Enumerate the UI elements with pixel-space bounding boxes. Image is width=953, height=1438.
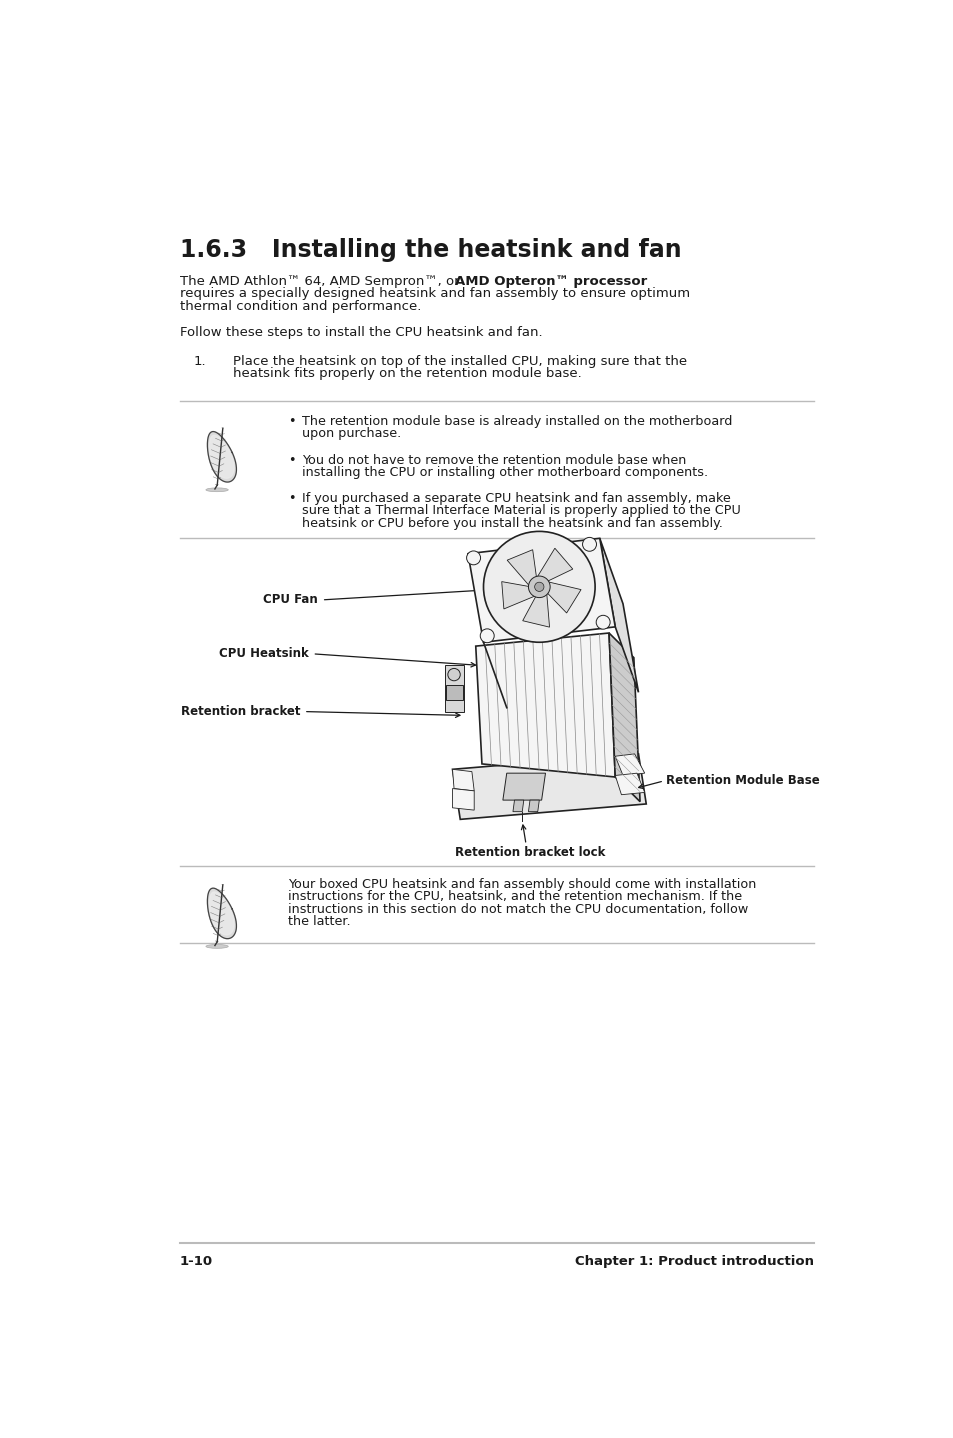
Circle shape bbox=[596, 615, 610, 630]
Circle shape bbox=[582, 538, 596, 551]
Text: 1.6.3   Installing the heatsink and fan: 1.6.3 Installing the heatsink and fan bbox=[180, 239, 680, 262]
Text: Retention bracket: Retention bracket bbox=[180, 705, 299, 718]
Text: The retention module base is already installed on the motherboard: The retention module base is already ins… bbox=[302, 416, 732, 429]
Polygon shape bbox=[542, 581, 580, 613]
Polygon shape bbox=[444, 666, 464, 712]
Polygon shape bbox=[501, 581, 537, 608]
Text: instructions for the CPU, heatsink, and the retention mechanism. If the: instructions for the CPU, heatsink, and … bbox=[288, 890, 741, 903]
Text: heatsink or CPU before you install the heatsink and fan assembly.: heatsink or CPU before you install the h… bbox=[302, 516, 722, 529]
Text: heatsink fits properly on the retention module base.: heatsink fits properly on the retention … bbox=[233, 367, 580, 381]
Circle shape bbox=[483, 532, 595, 643]
Polygon shape bbox=[536, 548, 572, 584]
Polygon shape bbox=[599, 538, 638, 692]
Polygon shape bbox=[452, 769, 474, 791]
Polygon shape bbox=[502, 774, 545, 800]
Polygon shape bbox=[452, 788, 474, 810]
Text: the latter.: the latter. bbox=[288, 915, 351, 928]
Text: Your boxed CPU heatsink and fan assembly should come with installation: Your boxed CPU heatsink and fan assembly… bbox=[288, 877, 756, 892]
Ellipse shape bbox=[206, 487, 228, 492]
Text: AMD Opteron™ processor: AMD Opteron™ processor bbox=[455, 275, 646, 288]
Polygon shape bbox=[446, 684, 462, 700]
Polygon shape bbox=[608, 633, 639, 801]
Text: sure that a Thermal Interface Material is properly applied to the CPU: sure that a Thermal Interface Material i… bbox=[302, 505, 740, 518]
Circle shape bbox=[466, 551, 480, 565]
Polygon shape bbox=[207, 889, 236, 939]
Text: If you purchased a separate CPU heatsink and fan assembly, make: If you purchased a separate CPU heatsink… bbox=[302, 492, 730, 505]
Text: You do not have to remove the retention module base when: You do not have to remove the retention … bbox=[302, 453, 686, 466]
Circle shape bbox=[479, 628, 494, 643]
Text: •: • bbox=[288, 416, 295, 429]
Circle shape bbox=[534, 582, 543, 591]
Text: CPU Heatsink: CPU Heatsink bbox=[218, 647, 308, 660]
Polygon shape bbox=[615, 774, 644, 795]
Polygon shape bbox=[513, 800, 523, 811]
Text: 1.: 1. bbox=[193, 355, 206, 368]
Polygon shape bbox=[210, 436, 233, 479]
Polygon shape bbox=[210, 892, 233, 935]
Polygon shape bbox=[476, 633, 615, 777]
Polygon shape bbox=[615, 754, 644, 775]
Text: Chapter 1: Product introduction: Chapter 1: Product introduction bbox=[575, 1255, 813, 1268]
Text: instructions in this section do not match the CPU documentation, follow: instructions in this section do not matc… bbox=[288, 903, 748, 916]
Text: •: • bbox=[288, 453, 295, 466]
Text: 1-10: 1-10 bbox=[180, 1255, 213, 1268]
Polygon shape bbox=[452, 754, 645, 820]
Text: Retention Module Base: Retention Module Base bbox=[665, 774, 819, 788]
Text: thermal condition and performance.: thermal condition and performance. bbox=[180, 299, 421, 312]
Text: CPU Fan: CPU Fan bbox=[263, 594, 317, 607]
Circle shape bbox=[447, 669, 459, 680]
Polygon shape bbox=[507, 549, 537, 588]
Text: Follow these steps to install the CPU heatsink and fan.: Follow these steps to install the CPU he… bbox=[180, 326, 542, 339]
Text: •: • bbox=[288, 492, 295, 505]
Polygon shape bbox=[207, 431, 236, 482]
Polygon shape bbox=[528, 800, 538, 811]
Text: upon purchase.: upon purchase. bbox=[302, 427, 401, 440]
Ellipse shape bbox=[206, 945, 228, 948]
Text: requires a specially designed heatsink and fan assembly to ensure optimum: requires a specially designed heatsink a… bbox=[180, 288, 689, 301]
Circle shape bbox=[528, 577, 550, 598]
Polygon shape bbox=[468, 538, 615, 643]
Text: installing the CPU or installing other motherboard components.: installing the CPU or installing other m… bbox=[302, 466, 708, 479]
Polygon shape bbox=[522, 591, 549, 627]
Text: Retention bracket lock: Retention bracket lock bbox=[455, 847, 604, 860]
Text: The AMD Athlon™ 64, AMD Sempron™, or: The AMD Athlon™ 64, AMD Sempron™, or bbox=[180, 275, 463, 288]
Text: Place the heatsink on top of the installed CPU, making sure that the: Place the heatsink on top of the install… bbox=[233, 355, 686, 368]
